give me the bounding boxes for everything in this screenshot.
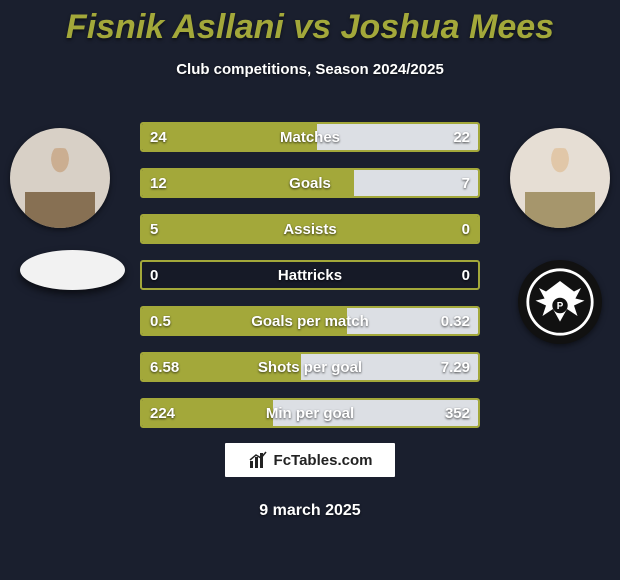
stat-label: Assists [142,216,478,242]
svg-text:P: P [557,301,564,312]
stat-row: 50Assists [140,214,480,244]
stat-label: Goals per match [142,308,478,334]
stat-row: 127Goals [140,168,480,198]
chart-icon [248,450,268,470]
site-logo-text: FcTables.com [274,452,373,469]
comparison-date: 9 march 2025 [0,502,620,520]
stat-row: 6.587.29Shots per goal [140,352,480,382]
stat-row: 00Hattricks [140,260,480,290]
comparison-title: Fisnik Asllani vs Joshua Mees [0,0,620,47]
player-left-club-badge [20,250,125,290]
player-right-club-badge: P [518,260,602,344]
stat-label: Goals [142,170,478,196]
player-right-avatar [510,128,610,228]
person-icon [525,148,595,228]
stat-label: Shots per goal [142,354,478,380]
site-logo: FcTables.com [224,442,396,478]
stat-label: Matches [142,124,478,150]
stat-row: 224352Min per goal [140,398,480,428]
comparison-subtitle: Club competitions, Season 2024/2025 [0,61,620,78]
player-left-avatar [10,128,110,228]
stat-label: Min per goal [142,400,478,426]
eagle-crest-icon: P [525,267,595,337]
person-icon [25,148,95,228]
stat-label: Hattricks [142,262,478,288]
stat-comparison-bars: 2422Matches 127Goals 50Assists 00Hattricks 0… [140,122,480,444]
stat-row: 0.50.32Goals per match [140,306,480,336]
stat-row: 2422Matches [140,122,480,152]
